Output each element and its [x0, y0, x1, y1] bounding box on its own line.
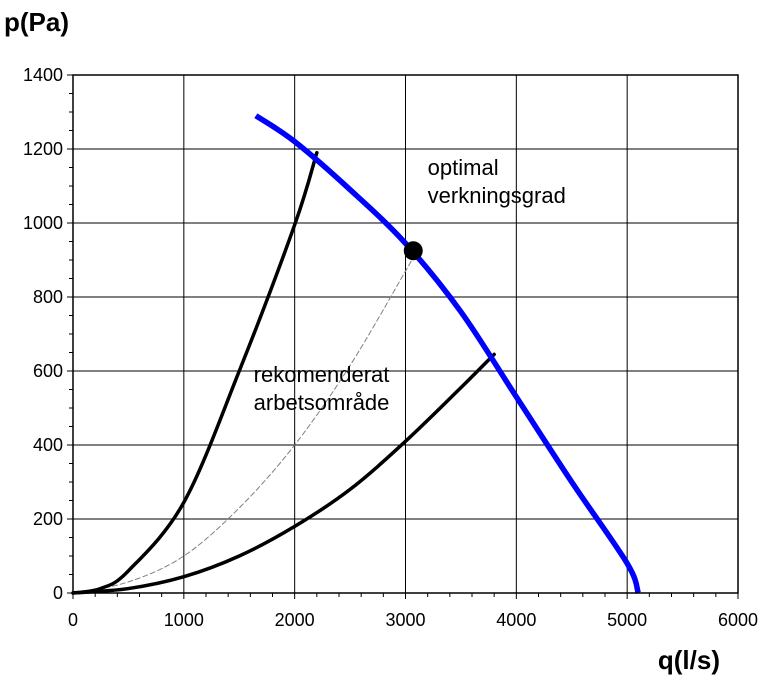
upper-limit-line [71, 150, 319, 595]
x-tick-label: 3000 [385, 610, 425, 630]
optimal-system-line [72, 250, 418, 594]
minor-ticks [69, 93, 717, 597]
point-layer [403, 241, 423, 261]
y-tick-label: 200 [33, 509, 63, 529]
x-tick-label: 5000 [607, 610, 647, 630]
fan-curve-line [254, 113, 641, 594]
annotation-line: arbetsområde [254, 390, 390, 415]
x-tick-label: 2000 [275, 610, 315, 630]
annotation-line: verkningsgrad [428, 183, 566, 208]
y-tick-label: 1000 [23, 213, 63, 233]
lower-limit-line [71, 352, 496, 595]
y-axis-title: p(Pa) [4, 7, 69, 37]
annotation-line: rekomenderat [254, 362, 390, 387]
y-tick-label: 600 [33, 361, 63, 381]
x-tick-label: 4000 [496, 610, 536, 630]
recommended-range-label: rekomenderat arbetsområde [254, 362, 390, 415]
x-axis-title: q(l/s) [658, 645, 720, 675]
y-tick-label: 400 [33, 435, 63, 455]
y-tick-label: 1200 [23, 139, 63, 159]
optimal-efficiency-label: optimal verkningsgrad [428, 155, 566, 208]
y-tick-label: 0 [53, 583, 63, 603]
x-tick-label: 1000 [164, 610, 204, 630]
annotation-line: optimal [428, 155, 499, 180]
y-tick-label: 1400 [23, 65, 63, 85]
x-tick-labels: 0 1000 2000 3000 4000 5000 6000 [68, 610, 758, 630]
plot-frame [72, 74, 739, 594]
y-tick-labels: 0 200 400 600 800 1000 1200 1400 [23, 65, 63, 603]
x-tick-label: 6000 [718, 610, 758, 630]
x-tick-label: 0 [68, 610, 78, 630]
optimal-efficiency-point [403, 241, 423, 261]
grid [67, 74, 739, 599]
y-tick-label: 800 [33, 287, 63, 307]
annotations: optimal verkningsgrad rekomenderat arbetsom… [254, 155, 566, 415]
series-layer [71, 113, 641, 595]
